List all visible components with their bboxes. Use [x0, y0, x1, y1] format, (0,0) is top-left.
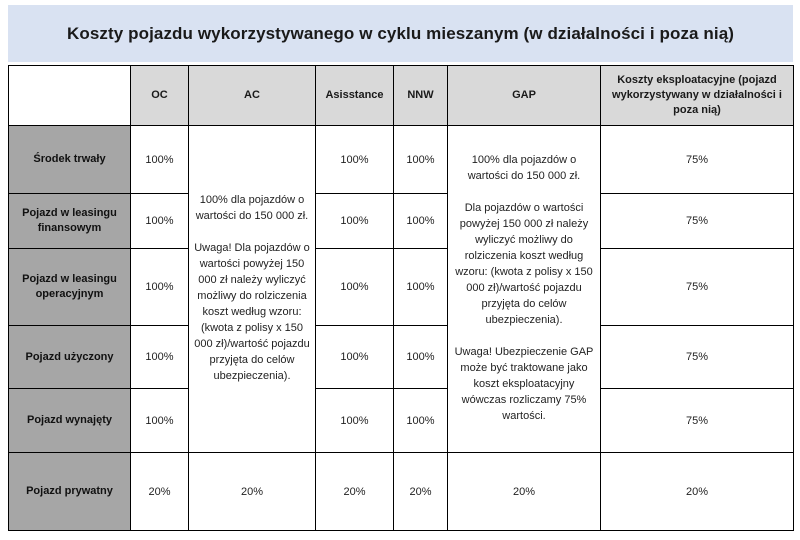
cell-nnw: 20%	[393, 452, 448, 531]
cell-asisstance: 100%	[315, 248, 394, 326]
cell-asisstance: 100%	[315, 125, 394, 194]
col-header-gap: GAP	[447, 65, 601, 126]
cell-koszty: 75%	[600, 193, 794, 249]
page-title: Koszty pojazdu wykorzystywanego w cyklu …	[8, 5, 793, 62]
cell-asisstance: 20%	[315, 452, 394, 531]
cell-nnw: 100%	[393, 388, 448, 453]
ac-paragraph: 100% dla pojazdów o wartości do 150 000 …	[195, 194, 309, 223]
cell-oc: 100%	[130, 125, 189, 194]
gap-paragraph: 100% dla pojazdów o wartości do 150 000 …	[467, 154, 581, 183]
table-row-srodek-trwaly: Środek trwały 100% 100% dla pojazdów o w…	[8, 125, 794, 453]
col-header-nnw: NNW	[393, 65, 448, 126]
cell-ac: 20%	[188, 452, 316, 531]
row-header: Pojazd użyczony	[8, 325, 131, 389]
cell-oc: 100%	[130, 325, 189, 389]
ac-paragraph: Uwaga! Dla pojazdów o wartości powyżej 1…	[194, 242, 310, 382]
cell-koszty: 75%	[600, 248, 794, 326]
cell-nnw: 100%	[393, 193, 448, 249]
vehicle-costs-table: OC AC Asisstance NNW GAP Koszty eksploat…	[8, 65, 794, 531]
row-header: Pojazd w leasingu operacyjnym	[8, 248, 131, 326]
cell-nnw: 100%	[393, 248, 448, 326]
row-header: Pojazd wynajęty	[8, 388, 131, 453]
cell-oc: 100%	[130, 248, 189, 326]
table-row-pojazd-uzyczony: Pojazd użyczony 100% 100% 100% 75%	[8, 325, 794, 389]
col-header-oc: OC	[130, 65, 189, 126]
row-header: Pojazd prywatny	[8, 452, 131, 531]
gap-paragraph: Uwaga! Ubezpieczenie GAP może być trakto…	[454, 345, 594, 422]
cell-gap-merged: 100% dla pojazdów o wartości do 150 000 …	[447, 125, 601, 453]
cell-nnw: 100%	[393, 325, 448, 389]
cell-asisstance: 100%	[315, 325, 394, 389]
cell-asisstance: 100%	[315, 193, 394, 249]
col-header-asisstance: Asisstance	[315, 65, 394, 126]
table-row-pojazd-prywatny: Pojazd prywatny 20% 20% 20% 20% 20% 20%	[8, 452, 794, 531]
cell-koszty: 75%	[600, 125, 794, 194]
row-header: Pojazd w leasingu finansowym	[8, 193, 131, 249]
table-row-leasing-finansowy: Pojazd w leasingu finansowym 100% 100% 1…	[8, 193, 794, 249]
cell-ac-merged: 100% dla pojazdów o wartości do 150 000 …	[188, 125, 316, 453]
col-header-ac: AC	[188, 65, 316, 126]
cell-koszty: 20%	[600, 452, 794, 531]
table-row-leasing-operacyjny: Pojazd w leasingu operacyjnym 100% 100% …	[8, 248, 794, 326]
table-row-pojazd-wynajety: Pojazd wynajęty 100% 100% 100% 75%	[8, 388, 794, 453]
header-row: OC AC Asisstance NNW GAP Koszty eksploat…	[8, 65, 794, 126]
corner-cell	[8, 65, 131, 126]
gap-paragraph: Dla pojazdów o wartości powyżej 150 000 …	[455, 202, 593, 326]
row-header: Środek trwały	[8, 125, 131, 194]
cell-oc: 20%	[130, 452, 189, 531]
cell-oc: 100%	[130, 388, 189, 453]
cell-koszty: 75%	[600, 388, 794, 453]
cell-nnw: 100%	[393, 125, 448, 194]
col-header-koszty-eksploatacyjne: Koszty eksploatacyjne (pojazd wykorzysty…	[600, 65, 794, 126]
cell-gap: 20%	[447, 452, 601, 531]
cell-oc: 100%	[130, 193, 189, 249]
cell-asisstance: 100%	[315, 388, 394, 453]
cell-koszty: 75%	[600, 325, 794, 389]
